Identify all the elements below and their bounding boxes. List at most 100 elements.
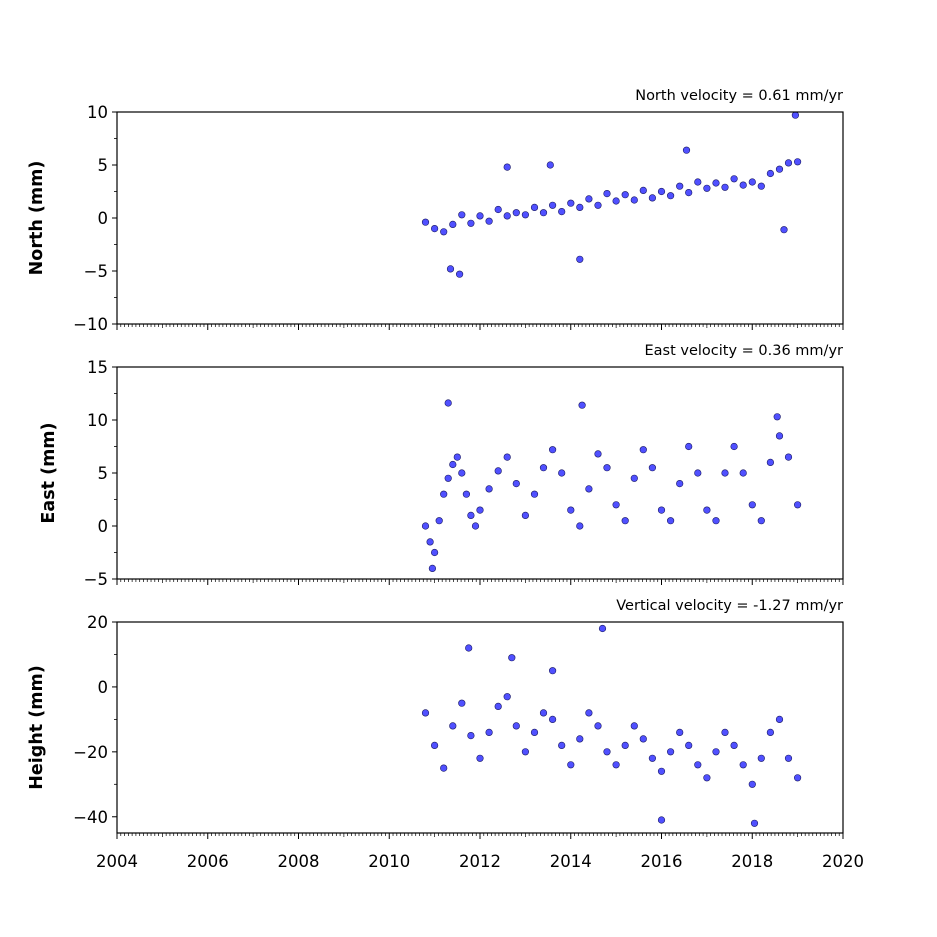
xtick-label: 2012 (459, 852, 501, 871)
height-point (750, 819, 759, 827)
north-point (682, 146, 691, 154)
east-point (421, 522, 430, 530)
east-points (421, 399, 802, 573)
height-point (639, 735, 647, 743)
north-point (780, 226, 788, 234)
north-point (440, 228, 448, 236)
north-point (793, 158, 802, 166)
east-point (548, 446, 557, 454)
east-ytick-label: −5 (84, 570, 108, 589)
east-point (594, 450, 602, 458)
height-points (421, 624, 802, 827)
height-point (648, 754, 657, 762)
north-point (467, 219, 475, 227)
north-point (739, 181, 747, 189)
north-point (630, 196, 638, 204)
north-point (446, 265, 455, 273)
north-point (567, 199, 575, 207)
north-point (676, 182, 684, 190)
east-point (685, 442, 693, 451)
north-point (503, 212, 511, 220)
height-ytick-label: −40 (73, 808, 108, 827)
height-point (657, 816, 666, 824)
north-point (485, 217, 493, 225)
east-point (712, 517, 720, 525)
height-point (721, 728, 729, 737)
height-point (594, 722, 602, 730)
north-point (784, 159, 793, 167)
east-point (784, 453, 793, 461)
north-point (576, 203, 584, 211)
east-point (471, 522, 480, 530)
east-point (431, 548, 439, 557)
east-point (578, 401, 586, 409)
north-point (546, 161, 554, 169)
height-point (775, 715, 784, 724)
panel-north: 10 5 0 −5 −10 North velocity = 0.61 mm/yr Nort… (27, 88, 844, 334)
east-point (621, 517, 629, 525)
east-point (666, 517, 675, 525)
height-point (766, 728, 775, 737)
north-point (685, 189, 693, 197)
east-point (766, 458, 775, 467)
north-point (585, 195, 593, 203)
east-point (775, 432, 784, 440)
height-point (748, 780, 756, 788)
north-point (666, 192, 675, 200)
north-point (530, 203, 539, 211)
east-point (435, 517, 443, 525)
xtick-label: 2020 (822, 852, 864, 871)
east-point (476, 506, 484, 514)
height-point (630, 722, 638, 730)
north-point (521, 211, 530, 219)
height-point (431, 741, 439, 750)
north-point (458, 211, 466, 219)
north-point (449, 220, 457, 228)
north-point (775, 165, 784, 173)
east-point (426, 538, 434, 546)
east-point (453, 453, 461, 461)
north-point (766, 169, 775, 178)
east-point (630, 474, 638, 482)
east-point (793, 501, 802, 509)
north-ytick-label: −5 (84, 262, 108, 281)
height-velocity-title: Vertical velocity = -1.27 mm/yr (616, 598, 843, 614)
north-ytick-label: 0 (98, 209, 109, 228)
height-point (421, 709, 430, 717)
height-point (512, 722, 520, 730)
east-point (576, 522, 584, 530)
north-point (657, 187, 666, 196)
xtick-label: 2010 (368, 852, 410, 871)
height-point (793, 774, 802, 782)
east-point (530, 490, 539, 498)
xtick-label: 2016 (641, 852, 683, 871)
height-point (558, 741, 566, 750)
height-point (567, 761, 575, 769)
east-point (428, 564, 437, 573)
east-point (694, 469, 702, 477)
east-point (462, 490, 471, 498)
east-point (657, 506, 666, 514)
east-point (703, 506, 711, 514)
north-point (791, 111, 800, 119)
xtick-label: 2004 (96, 852, 138, 871)
height-point (539, 709, 548, 717)
north-ytick-label: 5 (98, 156, 109, 175)
east-point (444, 474, 452, 482)
height-axes-frame (116, 621, 844, 834)
north-point (576, 255, 584, 263)
height-point (598, 624, 607, 633)
height-point (476, 754, 484, 762)
height-point (530, 728, 539, 737)
north-point (476, 212, 484, 220)
east-point (603, 464, 611, 472)
height-point (548, 667, 557, 675)
height-point (521, 748, 530, 756)
height-point (621, 741, 629, 750)
north-point (421, 218, 430, 226)
east-point (458, 469, 466, 477)
east-point (639, 446, 647, 454)
east-point (449, 460, 457, 469)
height-point (485, 728, 493, 737)
